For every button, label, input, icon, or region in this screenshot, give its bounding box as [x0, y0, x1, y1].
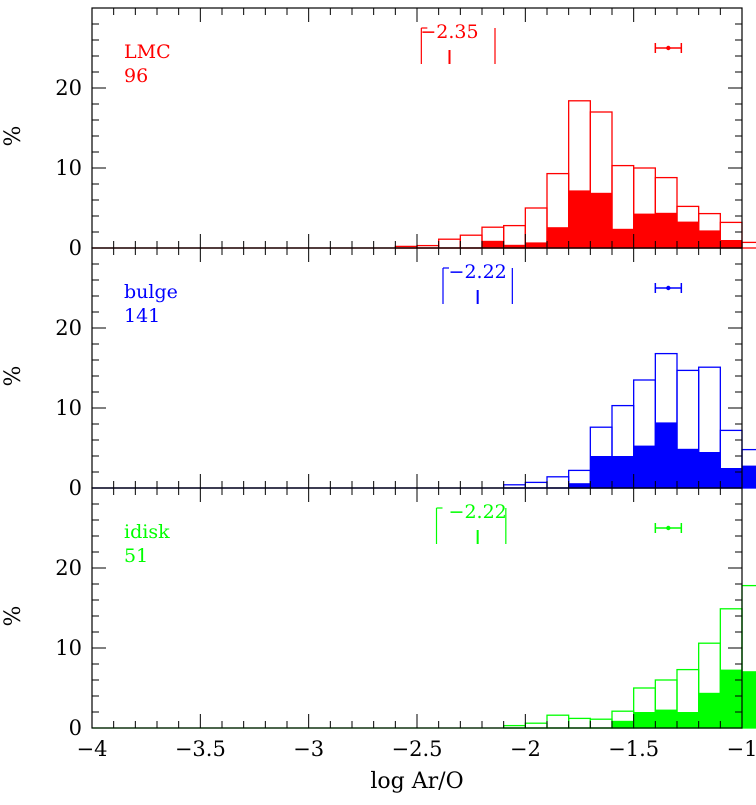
bar-filled [677, 712, 699, 728]
panel-name-label: LMC [124, 41, 171, 63]
bar-total [524, 481, 548, 489]
y-tick-label: 0 [69, 236, 82, 260]
bar-filled [655, 422, 677, 488]
bar-filled [698, 452, 721, 488]
x-tick-label: −2.5 [392, 737, 443, 761]
median-label: −2.35 [420, 21, 478, 43]
panel-count-label: 96 [124, 65, 148, 87]
y-tick-label: 0 [69, 716, 82, 740]
bar-filled [612, 720, 634, 728]
bar-filled [612, 228, 634, 248]
x-tick-label: −3.5 [175, 737, 226, 761]
bar-filled [590, 456, 612, 488]
bar-filled [633, 213, 656, 248]
panel-count-label: 141 [124, 305, 160, 327]
bar-filled [742, 671, 756, 728]
bar-filled [612, 456, 634, 488]
bar-filled [547, 227, 569, 248]
y-tick-label: 20 [55, 316, 82, 340]
panel-frame [91, 487, 743, 729]
bar-filled [720, 240, 742, 248]
bar-filled [568, 483, 591, 488]
bar-filled [698, 692, 721, 728]
bar-filled [655, 212, 677, 248]
y-axis-label: % [1, 126, 26, 147]
bar-total [546, 476, 570, 489]
errorbar-center [666, 45, 671, 51]
panel-count-label: 51 [124, 545, 148, 567]
errorbar-center [666, 285, 671, 291]
x-tick-label: −1 [727, 737, 756, 761]
bar-total [503, 224, 526, 249]
x-axis-label: log Ar/O [370, 769, 463, 794]
errorbar-center [666, 525, 671, 531]
bar-total [568, 717, 591, 729]
y-tick-label: 20 [55, 556, 82, 580]
bar-total [438, 238, 461, 249]
bar-filled [633, 712, 656, 728]
bar-filled [633, 445, 656, 488]
bar-filled [720, 468, 742, 488]
bar-filled [742, 465, 756, 488]
median-label: −2.22 [449, 501, 507, 523]
panel-name-label: bulge [124, 281, 178, 303]
y-tick-label: 20 [55, 76, 82, 100]
x-tick-label: −4 [77, 737, 108, 761]
median-label: −2.22 [449, 261, 507, 283]
bar-filled [677, 448, 699, 488]
y-axis-label: % [1, 606, 26, 627]
bar-filled [482, 240, 504, 248]
bar-filled [503, 244, 526, 248]
bar-total [741, 241, 756, 249]
bar-filled [590, 192, 612, 248]
bar-filled [568, 190, 591, 248]
y-tick-label: 10 [55, 396, 82, 420]
bar-total [546, 714, 570, 729]
bar-total [459, 234, 483, 249]
y-tick-label: 0 [69, 476, 82, 500]
bar-filled [655, 709, 677, 728]
bar-filled [720, 669, 742, 728]
y-axis-label: % [1, 366, 26, 387]
bar-total [524, 207, 548, 249]
bar-filled [698, 230, 721, 248]
x-tick-label: −2 [510, 737, 541, 761]
panel-name-label: idisk [124, 521, 170, 543]
panel-frame [91, 7, 743, 249]
x-tick-label: −1.5 [608, 737, 659, 761]
bar-total [524, 722, 548, 729]
bar-filled [677, 221, 699, 248]
x-tick-label: −3 [293, 737, 324, 761]
y-tick-label: 10 [55, 156, 82, 180]
y-tick-label: 10 [55, 636, 82, 660]
bar-total [589, 718, 613, 729]
bar-filled [525, 242, 547, 248]
